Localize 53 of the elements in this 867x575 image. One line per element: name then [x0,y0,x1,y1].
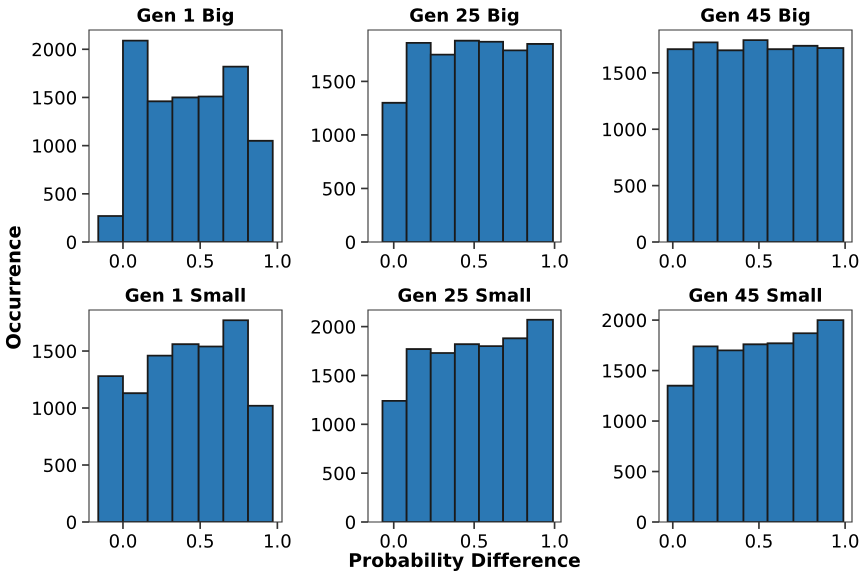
chart-title: Gen 1 Big [137,8,233,26]
y-tick-label: 500 [323,182,355,196]
y-tick-label: 500 [44,187,76,201]
y-tick-label: 0 [636,515,646,530]
y-tick-label: 2000 [602,314,646,328]
chart-title: Gen 45 Small [689,288,821,302]
chart-title: Gen 1 Small [126,288,245,302]
x-tick-label: 1.0 [264,534,291,548]
x-tick-label: 0.5 [746,534,772,548]
y-tick-label: 1000 [33,401,76,416]
y-tick-label: 500 [323,466,355,480]
y-tick-label: 0 [346,515,355,530]
x-tick-label: 0.0 [110,254,136,268]
x-tick-label: 0.5 [187,534,213,548]
y-tick-label: 1500 [312,368,355,383]
x-tick-label: 1.0 [832,254,858,268]
y-tick-label: 0 [636,235,646,250]
y-tick-label: 2000 [32,42,76,56]
x-tick-label: 0.5 [460,254,487,268]
y-tick-label: 1500 [312,74,355,89]
x-tick-label: 0.0 [660,254,686,268]
chart-title: Gen 25 Big [410,8,518,26]
y-tick-label: 1000 [312,128,355,142]
y-tick-label: 500 [614,464,646,479]
y-tick-label: 1500 [603,364,646,378]
y-tick-label: 1500 [33,344,76,358]
y-tick-label: 2000 [312,320,355,334]
y-tick-label: 1000 [312,418,355,432]
y-tick-label: 500 [614,179,646,193]
x-tick-label: 1.0 [832,534,858,548]
y-tick-label: 0 [346,235,355,250]
y-tick-label: 500 [44,458,76,472]
x-axis-title: Probability Difference [350,552,580,571]
y-axis-title: Occurrence [6,226,21,349]
x-tick-label: 0.5 [746,254,772,268]
y-tick-label: 1500 [603,66,646,80]
y-tick-label: 1000 [603,414,646,428]
y-tick-label: 0 [66,235,76,250]
chart-title: Gen 45 Big [701,8,810,26]
x-tick-label: 1.0 [264,254,291,268]
y-tick-label: 1000 [603,122,646,136]
y-tick-label: 1500 [33,90,76,105]
x-tick-label: 0.5 [187,254,213,268]
x-tick-label: 0.0 [110,534,136,548]
y-tick-label: 0 [66,515,76,530]
x-tick-label: 0.0 [380,534,407,548]
chart-title: Gen 25 Small [398,288,530,302]
x-tick-label: 1.0 [542,534,568,548]
x-tick-label: 0.0 [380,254,407,268]
x-tick-label: 0.0 [660,534,686,548]
x-tick-label: 0.5 [460,534,487,548]
y-tick-label: 1000 [33,139,76,153]
x-tick-label: 1.0 [542,254,568,268]
